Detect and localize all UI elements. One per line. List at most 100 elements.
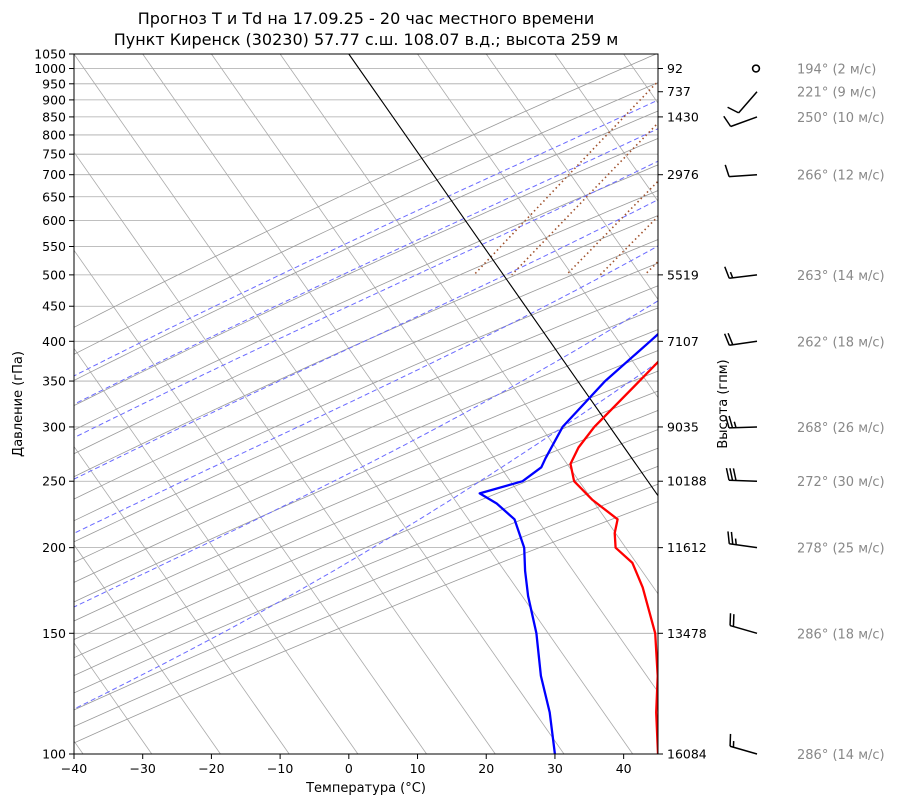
y-tick-label: 650	[42, 189, 66, 204]
height-tick-label: 92	[667, 61, 683, 76]
moist-adiabat	[74, 128, 658, 405]
moist-adiabat	[74, 160, 658, 439]
isotherm-line	[485, 54, 658, 301]
dry-adiabat	[74, 390, 658, 641]
barb-feather	[724, 415, 730, 429]
chart-title: Прогноз T и Td на 17.09.25 - 20 час мест…	[138, 9, 594, 28]
barb-staff	[738, 91, 758, 114]
y-tick-label: 800	[42, 127, 66, 142]
dry-adiabat	[74, 370, 658, 622]
height-tick-label: 5519	[667, 267, 699, 282]
x-tick-label: −30	[130, 761, 156, 776]
moist-adiabat	[74, 361, 658, 710]
barb-feather	[730, 531, 734, 545]
dewpoint-line	[478, 332, 658, 754]
barb-feather	[727, 531, 731, 544]
barb-feather	[723, 115, 732, 127]
wind-barb	[725, 467, 758, 482]
y-tick-label: 100	[42, 747, 66, 762]
y-tick-label: 200	[42, 540, 66, 555]
wind-label: 266° (12 м/с)	[797, 169, 885, 184]
x-tick-label: 10	[410, 761, 426, 776]
mixing-ratio-line	[599, 215, 658, 276]
mixing-ratio-line	[511, 121, 658, 276]
barb-staff	[729, 624, 758, 635]
wind-label: 286° (18 м/с)	[797, 627, 885, 642]
barb-staff	[729, 340, 758, 346]
wind-barb	[751, 64, 761, 73]
dry-adiabat	[74, 447, 658, 694]
plot-frame	[73, 53, 659, 755]
profile-curves	[478, 332, 658, 754]
y-tick-label: 950	[42, 76, 66, 91]
calm-circle	[751, 64, 761, 73]
y-tick-label: 400	[42, 334, 66, 349]
barb-feather	[728, 415, 734, 429]
wind-barb	[724, 266, 758, 280]
y-tick-label: 750	[42, 147, 66, 162]
dry-adiabat	[74, 164, 658, 431]
dry-adiabat	[74, 262, 658, 522]
barb-half-feather	[733, 421, 737, 428]
wind-barb	[723, 332, 758, 346]
y-tick-label: 550	[42, 239, 66, 254]
isotherm-line	[74, 347, 359, 754]
moist-adiabat	[74, 199, 658, 480]
x-axis-label: Температура (°C)	[305, 781, 426, 796]
wind-barb	[729, 733, 758, 755]
height-tick-label: 1430	[667, 109, 699, 124]
isotherm-line	[417, 54, 658, 399]
wind-barb	[724, 415, 758, 429]
y-tick-label: 500	[42, 267, 66, 282]
y-tick-label: 150	[42, 626, 66, 641]
chart-subtitle: Пункт Киренск (30230) 57.77 с.ш. 108.07 …	[114, 30, 619, 49]
dry-adiabat	[74, 410, 658, 659]
isotherm-line	[211, 54, 658, 693]
x-tick-label: 20	[478, 761, 494, 776]
wind-label: 250° (10 м/с)	[797, 111, 885, 126]
barb-feather	[727, 332, 734, 345]
wind-label: 262° (18 м/с)	[797, 335, 885, 350]
wind-label: 278° (25 м/с)	[797, 542, 885, 557]
isotherm-line	[74, 544, 221, 754]
dry-adiabat	[74, 350, 658, 603]
dry-adiabat	[74, 307, 658, 563]
wind-label: 268° (26 м/с)	[797, 421, 885, 436]
height-tick-label: 10188	[667, 474, 707, 489]
barb-feather	[723, 333, 730, 346]
x-tick-label: 0	[345, 761, 353, 776]
wind-label: 263° (14 м/с)	[797, 269, 885, 284]
y-tick-label: 450	[42, 299, 66, 314]
wind-label: 272° (30 м/с)	[797, 475, 885, 490]
barb-half-feather	[729, 271, 734, 279]
barb-staff	[729, 745, 758, 755]
isotherm-line	[623, 54, 658, 104]
dry-adiabat	[74, 329, 658, 583]
barb-feather	[725, 467, 730, 481]
barb-feather	[729, 468, 734, 481]
y-tick-label: 600	[42, 213, 66, 228]
barb-staff	[729, 173, 758, 178]
background-lines	[74, 54, 658, 754]
moist-adiabat	[74, 245, 658, 534]
height-tick-label: 13478	[667, 626, 707, 641]
height-axis-label: Высота (гпм)	[716, 359, 731, 448]
dry-adiabat	[74, 82, 658, 355]
wind-label: 286° (14 м/с)	[797, 748, 885, 763]
barb-staff	[728, 426, 758, 429]
dry-adiabat	[74, 137, 658, 407]
wind-barb	[724, 164, 758, 178]
isotherm-line	[554, 54, 658, 202]
dry-adiabat	[74, 239, 658, 500]
height-tick-label: 737	[667, 84, 691, 99]
y-tick-label: 1000	[34, 61, 66, 76]
barb-staff	[730, 116, 758, 128]
wind-barb	[727, 531, 758, 549]
isotherm-line	[74, 445, 290, 754]
barb-staff	[729, 274, 758, 280]
moist-adiabat	[74, 300, 658, 608]
y-tick-label: 250	[42, 474, 66, 489]
height-tick-label: 11612	[667, 540, 707, 555]
dry-adiabat	[74, 429, 658, 676]
